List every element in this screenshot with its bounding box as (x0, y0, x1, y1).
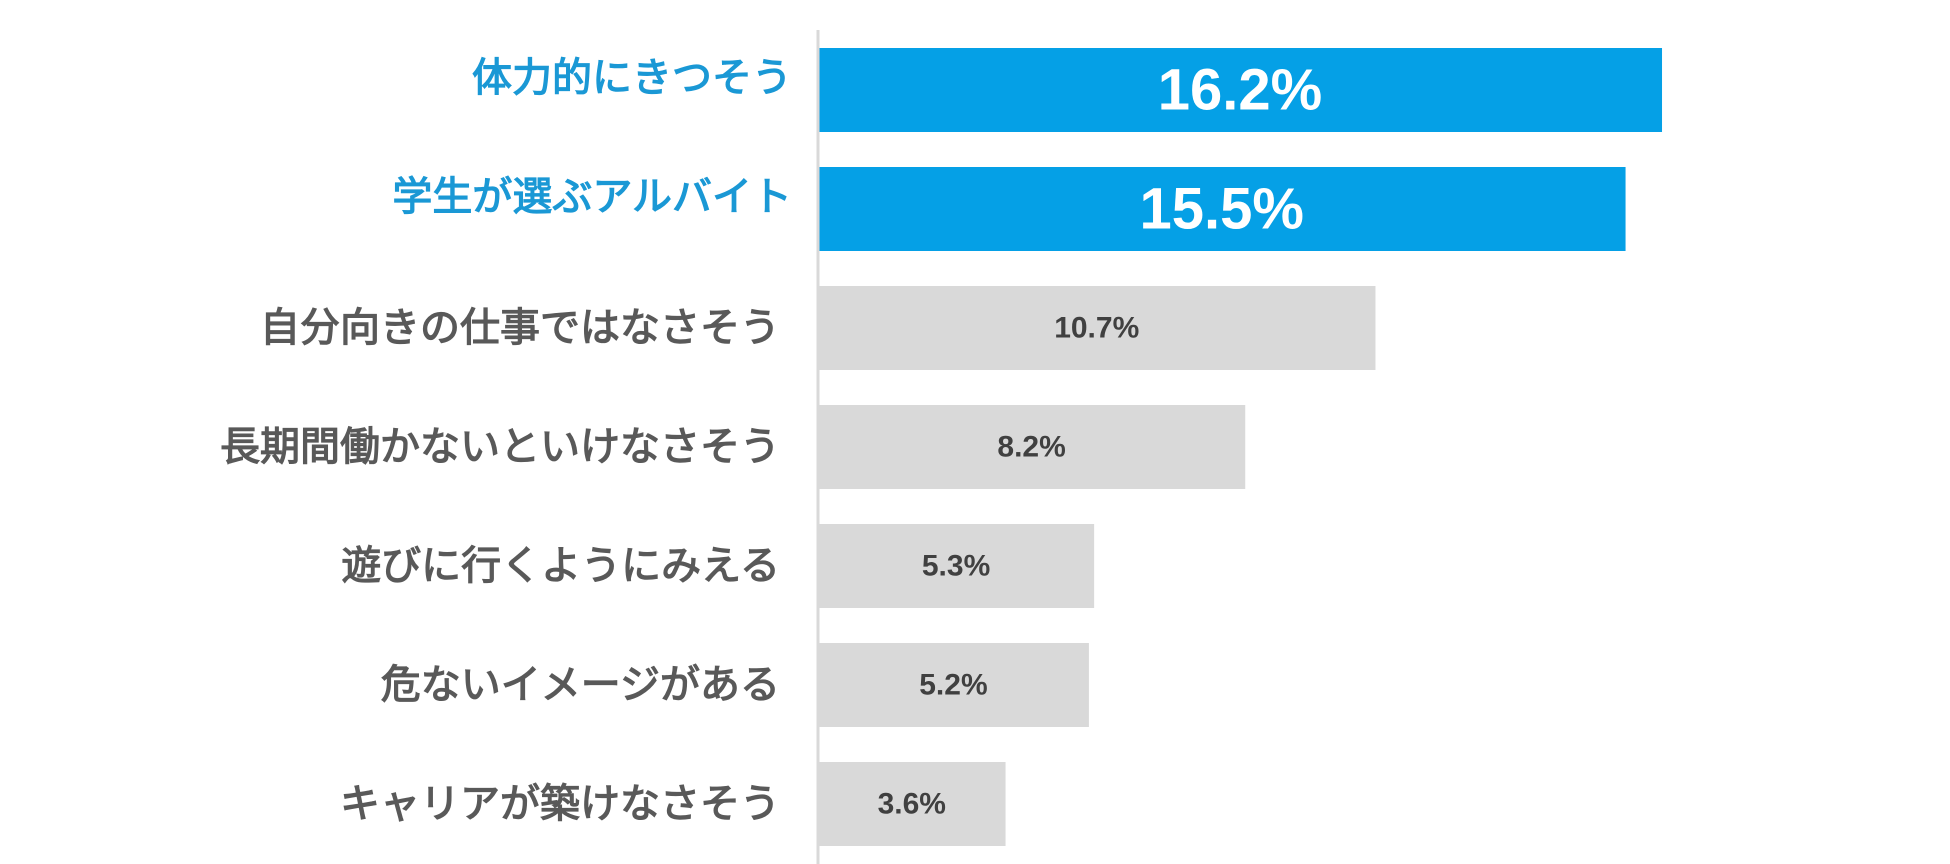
bar-5 (818, 524, 1095, 608)
value-label-7: 3.6% (878, 788, 946, 821)
bars-layer (818, 48, 1663, 846)
bar-6 (818, 643, 1089, 727)
category-label-5: 遊びに行くようにみえる (341, 543, 780, 589)
category-label-1: 体力的にきつそう (472, 55, 792, 101)
value-label-5: 5.3% (922, 550, 990, 583)
bar-1 (818, 48, 1663, 132)
category-label-3: 自分向きの仕事ではなさそう (260, 305, 780, 351)
category-label-6: 危ないイメージがある (381, 662, 780, 708)
value-label-2: 15.5% (1140, 177, 1304, 242)
bar-7 (818, 762, 1006, 846)
category-label-7: キャリアが築けなさそう (340, 781, 780, 827)
value-label-3: 10.7% (1054, 312, 1139, 345)
value-label-4: 8.2% (997, 431, 1065, 464)
value-label-6: 5.2% (919, 669, 987, 702)
labels-layer: 16.2% 体力的にきつそう 15.5% 学生が選ぶアルバイト 10.7% 自分向きの仕事… (220, 55, 1322, 827)
bar-2 (818, 167, 1626, 251)
category-label-4: 長期間働かないといけなさそう (220, 424, 780, 470)
value-label-1: 16.2% (1158, 58, 1322, 123)
category-label-2: 学生が選ぶアルバイト (392, 174, 792, 220)
bar-4 (818, 405, 1246, 489)
bar-3 (818, 286, 1376, 370)
